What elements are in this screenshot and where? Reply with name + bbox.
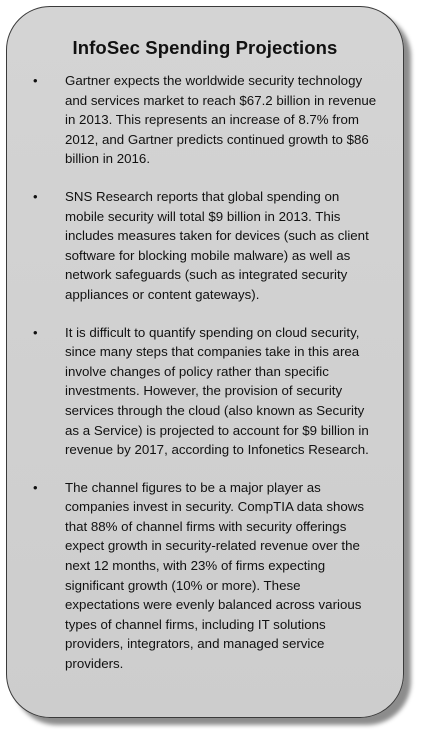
bullet-icon: •: [33, 324, 38, 340]
bullet-icon: •: [33, 188, 38, 204]
list-item-text: SNS Research reports that global spendin…: [65, 188, 369, 302]
bullet-list: • Gartner expects the worldwide security…: [7, 71, 403, 692]
list-item-text: The channel figures to be a major player…: [65, 479, 365, 672]
list-item: • Gartner expects the worldwide security…: [7, 71, 403, 169]
callout-panel: InfoSec Spending Projections • Gartner e…: [6, 6, 404, 718]
panel-title: InfoSec Spending Projections: [72, 37, 338, 58]
list-item-text: It is difficult to quantify spending on …: [65, 324, 369, 458]
list-item: • SNS Research reports that global spend…: [7, 187, 403, 305]
bullet-icon: •: [33, 479, 38, 495]
bullet-icon: •: [33, 73, 38, 88]
list-item-text: Gartner expects the worldwide security t…: [65, 73, 377, 167]
list-item: • It is difficult to quantify spending o…: [7, 323, 403, 460]
list-item: • The channel figures to be a major play…: [7, 478, 403, 674]
